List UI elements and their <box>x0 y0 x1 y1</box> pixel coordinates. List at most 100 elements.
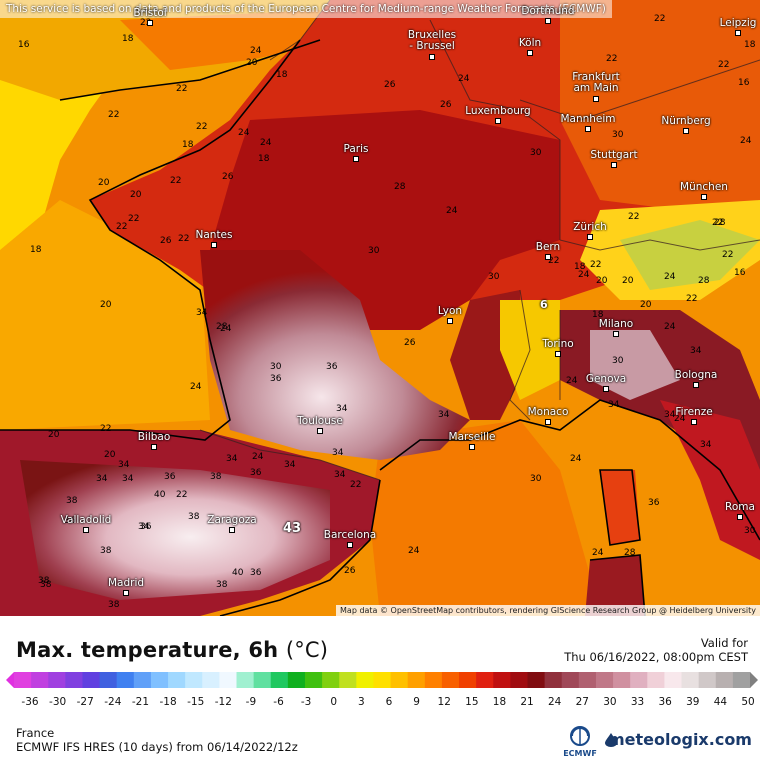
temperature-value: 22 <box>606 54 618 64</box>
temperature-value: 38 <box>210 472 222 482</box>
scale-tick-label: -30 <box>49 696 67 708</box>
city-marker <box>735 30 741 36</box>
temperature-value: 20 <box>98 178 110 188</box>
temperature-value: 24 <box>592 548 604 558</box>
city-label-toulouse: Toulouse <box>297 415 343 427</box>
city-label-bologna: Bologna <box>674 369 718 381</box>
scale-color-cell <box>270 672 289 688</box>
temperature-value: 22 <box>108 110 120 120</box>
map-attribution[interactable]: Map data © OpenStreetMap contributors, r… <box>336 605 760 616</box>
city-marker <box>701 194 707 200</box>
temperature-value: 24 <box>190 382 202 392</box>
scale-tick-label: 39 <box>686 696 700 708</box>
city-label-genova: Genova <box>585 373 627 385</box>
city-label-bristol: Bristol <box>133 7 167 19</box>
scale-color-cell <box>99 672 118 688</box>
scale-color-cell <box>732 672 751 688</box>
temperature-value: 22 <box>128 214 140 224</box>
city-label-bern: Bern <box>535 241 561 253</box>
temperature-value: 16 <box>738 78 750 88</box>
temperature-value: 36 <box>140 522 152 532</box>
city-marker <box>211 242 217 248</box>
temperature-value: 18 <box>122 34 134 44</box>
temperature-value: 34 <box>138 522 150 532</box>
temperature-map[interactable]: This service is based on data and produc… <box>0 0 760 616</box>
city-marker <box>603 386 609 392</box>
meteologix-brand[interactable]: meteologix.com <box>608 730 752 749</box>
temperature-value: 20 <box>104 450 116 460</box>
city-marker <box>229 527 235 533</box>
scale-color-cell <box>236 672 255 688</box>
scale-tick-label: 24 <box>548 696 562 708</box>
temperature-value: 22 <box>548 256 560 266</box>
temperature-value: 34 <box>690 346 702 356</box>
scale-tick-label: 27 <box>575 696 589 708</box>
city-label-torino: Torino <box>542 338 574 350</box>
temperature-value: 34 <box>284 460 296 470</box>
scale-color-cell <box>168 672 186 688</box>
city-label-luxembourg: Luxembourg <box>465 105 531 117</box>
scale-tick-label: -24 <box>104 696 122 708</box>
city-label-monaco: Monaco <box>527 406 569 418</box>
city-label-leipzig: Leipzig <box>719 17 757 29</box>
scale-color-cell <box>510 672 528 688</box>
scale-color-cell <box>185 672 203 688</box>
city-label-stuttgart: Stuttgart <box>590 149 638 161</box>
scale-color-cell <box>219 672 238 688</box>
city-marker <box>83 527 89 533</box>
temperature-value: 28 <box>394 182 406 192</box>
scale-color-cell <box>630 672 648 688</box>
city-marker <box>611 162 617 168</box>
temperature-value: 20 <box>130 190 142 200</box>
model-run-label: ECMWF IFS HRES (10 days) from 06/14/2022… <box>16 740 298 754</box>
scale-color-cell <box>322 672 340 688</box>
temperature-value: 34 <box>700 440 712 450</box>
scale-tick-label: 9 <box>413 696 420 708</box>
temperature-value: 38 <box>188 512 200 522</box>
scale-tick-label: 18 <box>492 696 507 708</box>
temperature-value: 22 <box>140 18 152 28</box>
scale-tick-label: 12 <box>437 696 451 708</box>
temperature-value: 18 <box>592 310 604 320</box>
temperature-value: 24 <box>674 414 686 424</box>
temperature-value: 18 <box>30 245 42 255</box>
city-label-bruxelles: Bruxelles - Brussel <box>407 29 457 52</box>
city-marker <box>545 254 551 260</box>
temperature-value: 18 <box>182 140 194 150</box>
temperature-value: 16 <box>18 40 30 50</box>
city-label-valladolid: Valladolid <box>60 514 112 526</box>
temperature-value: 22 <box>196 122 208 132</box>
city-marker <box>151 444 157 450</box>
country-borders <box>199 0 760 481</box>
scale-tick-label: 15 <box>465 696 479 708</box>
city-marker <box>527 50 533 56</box>
scale-tick-label: 0 <box>330 696 338 708</box>
city-marker <box>469 444 475 450</box>
scale-high-arrow <box>750 672 758 688</box>
temperature-value: 30 <box>744 526 756 536</box>
temperature-value: 36 <box>64 516 76 526</box>
temperature-value: 38 <box>40 580 52 590</box>
temperature-value: 26 <box>384 80 396 90</box>
temperature-value: 38 <box>38 576 50 586</box>
temperature-value: 20 <box>622 276 634 286</box>
color-scale-ticks: -36 -30 -27 -24 -21 -18 -15 -12 -9 -6 -3 0 3 6 9 12 15 18… <box>0 696 760 710</box>
scale-color-cell <box>287 672 306 688</box>
temperature-value: 24 <box>664 272 676 282</box>
temperature-value: 24 <box>578 270 590 280</box>
sardinia <box>585 555 645 616</box>
scale-color-cell <box>441 672 460 688</box>
city-marker <box>123 590 129 596</box>
spain-extreme <box>20 460 330 600</box>
scale-color-cell <box>14 672 32 688</box>
city-marker <box>353 156 359 162</box>
scale-low-arrow <box>6 672 14 688</box>
city-label-roma: Roma <box>725 501 755 513</box>
city-marker <box>593 96 599 102</box>
temperature-value: 24 <box>740 136 752 146</box>
temperature-value: 40 <box>154 490 166 500</box>
city-marker <box>737 514 743 520</box>
temperature-value: 22 <box>100 424 112 434</box>
temperature-value: 22 <box>590 260 602 270</box>
temperature-value: 34 <box>334 470 346 480</box>
